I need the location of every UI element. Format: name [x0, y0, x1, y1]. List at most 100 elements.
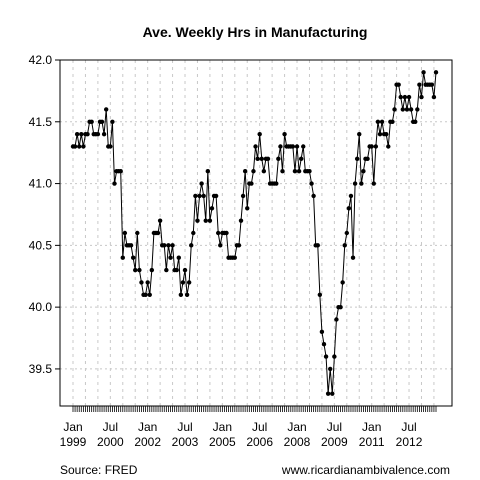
website-credit: www.ricardianambivalence.com — [281, 463, 450, 477]
data-point — [184, 292, 190, 297]
data-point — [357, 131, 362, 137]
data-point — [166, 243, 171, 248]
data-point — [406, 94, 412, 100]
data-point — [101, 131, 107, 137]
data-point — [334, 317, 339, 322]
data-point — [398, 94, 403, 100]
y-tick-label: 42.0 — [29, 53, 53, 67]
data-point — [155, 230, 161, 236]
data-point — [207, 218, 213, 223]
data-point — [332, 354, 337, 359]
data-point — [168, 255, 173, 260]
data-point — [180, 280, 186, 285]
data-point — [162, 243, 167, 248]
data-point — [191, 230, 196, 236]
data-point — [232, 255, 237, 260]
data-point — [386, 144, 391, 149]
data-point — [352, 181, 358, 186]
data-point — [379, 119, 385, 124]
data-point — [201, 193, 206, 199]
data-point — [149, 267, 155, 273]
data-point — [189, 243, 194, 248]
data-point — [309, 181, 314, 186]
data-point — [396, 82, 401, 87]
data-point — [253, 144, 258, 149]
data-point — [319, 329, 325, 335]
data-point — [130, 255, 136, 260]
data-point — [415, 107, 420, 112]
data-point — [74, 131, 80, 137]
data-point — [330, 391, 335, 396]
data-point — [311, 193, 316, 199]
data-point — [72, 144, 78, 149]
data-point — [375, 119, 381, 124]
data-point — [338, 304, 343, 310]
data-point — [209, 206, 215, 211]
data-point — [323, 354, 329, 359]
data-point — [278, 144, 283, 149]
data-point — [301, 144, 306, 149]
data-point — [433, 70, 439, 75]
data-point — [369, 144, 374, 149]
data-point — [176, 255, 181, 260]
data-point — [120, 255, 125, 260]
data-point — [340, 280, 345, 285]
x-tick-label-month: Jul — [401, 420, 416, 434]
data-point — [245, 206, 250, 211]
data-point — [133, 267, 138, 273]
data-point — [178, 292, 184, 297]
data-point — [242, 169, 248, 174]
y-tick-label: 39.5 — [29, 362, 53, 376]
x-tick-label-year: 1999 — [60, 435, 87, 449]
data-point — [280, 169, 285, 174]
data-point — [307, 169, 312, 174]
data-point — [85, 131, 90, 137]
data-point — [325, 391, 331, 396]
y-tick-label: 41.0 — [29, 177, 53, 191]
data-point — [296, 169, 302, 174]
data-point — [429, 82, 435, 87]
data-point — [128, 243, 134, 248]
data-point — [95, 131, 101, 137]
data-point — [361, 169, 366, 174]
data-point — [290, 144, 296, 149]
data-point — [317, 292, 323, 297]
data-point — [328, 366, 333, 372]
x-tick-label-month: Jan — [287, 420, 306, 434]
data-point — [195, 218, 200, 223]
data-point — [371, 181, 376, 186]
data-point — [145, 280, 150, 285]
data-point — [417, 82, 422, 87]
data-point — [342, 243, 347, 248]
data-point — [205, 169, 211, 174]
source-note: Source: FRED — [60, 463, 138, 477]
x-tick-label-year: 2008 — [284, 435, 311, 449]
plot-frame — [59, 59, 453, 407]
data-point — [298, 156, 304, 162]
x-tick-label-year: 2012 — [396, 435, 423, 449]
data-point — [261, 169, 267, 174]
data-point — [240, 193, 246, 199]
data-point — [365, 156, 370, 162]
data-point — [390, 119, 395, 124]
data-point — [265, 156, 271, 162]
data-point — [315, 243, 320, 248]
data-point — [186, 280, 192, 285]
data-point — [344, 230, 350, 236]
data-point — [373, 144, 379, 149]
data-point — [174, 267, 179, 273]
data-point — [402, 94, 408, 100]
data-point — [197, 193, 202, 199]
data-point — [346, 206, 352, 211]
x-tick-label-month: Jul — [327, 420, 342, 434]
data-point — [408, 107, 414, 112]
data-point — [431, 94, 437, 100]
data-point — [392, 107, 397, 112]
x-tick-label-month: Jul — [252, 420, 267, 434]
y-tick-label: 40.0 — [29, 300, 53, 314]
data-point — [157, 218, 163, 223]
x-tick-label-month: Jan — [138, 420, 157, 434]
data-point — [276, 156, 281, 162]
data-point — [348, 193, 354, 199]
